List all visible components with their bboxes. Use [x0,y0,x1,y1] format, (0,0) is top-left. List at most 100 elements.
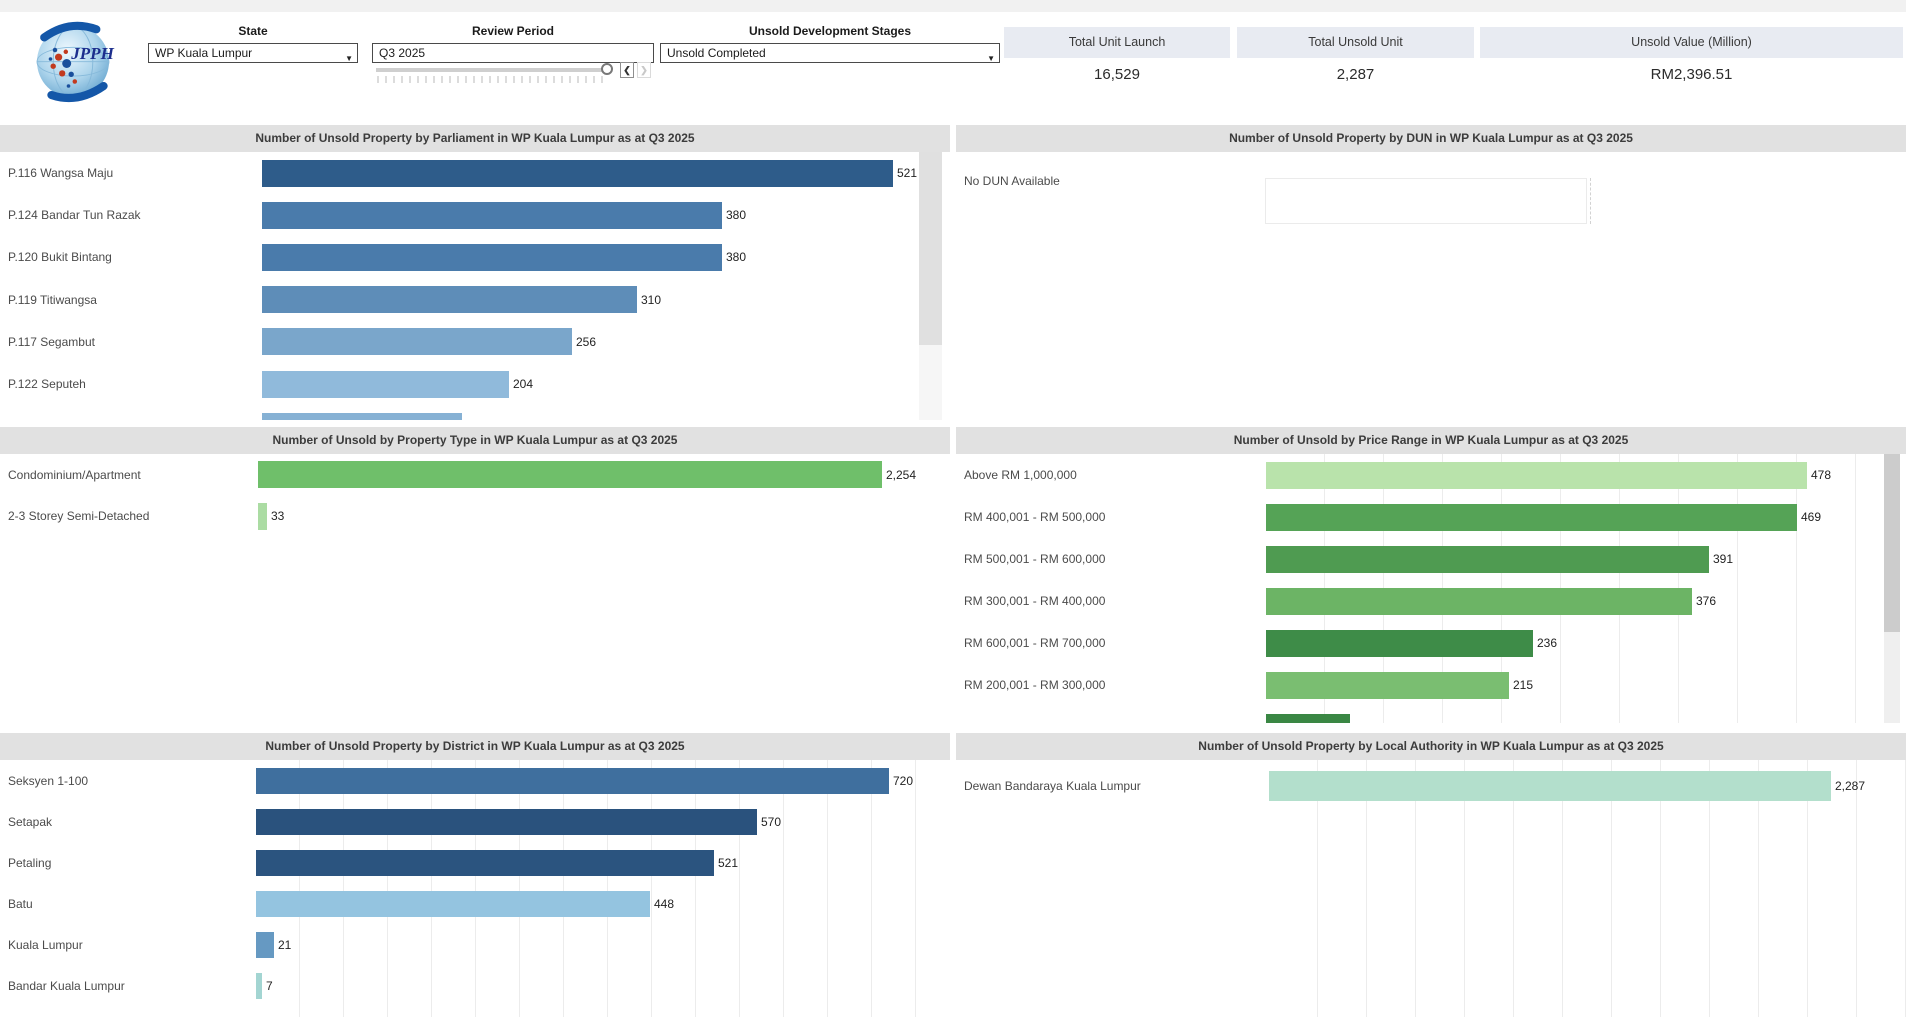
price-bar[interactable] [1266,671,1509,699]
property-bar[interactable] [258,461,882,489]
parliament-category-label: P.122 Seputeh [8,377,86,392]
state-filter-label: State [238,24,268,38]
district-bar[interactable] [256,767,889,794]
district-category-label: Petaling [8,855,52,870]
district-category-label: Kuala Lumpur [8,937,83,952]
parliament-bar[interactable] [262,201,722,229]
district-row: Setapak 570 [0,801,950,842]
kpi-total-unit-launch-value: 16,529 [1094,66,1140,83]
property-bar[interactable] [258,502,267,530]
dun-row: No DUN Available [956,152,1906,210]
kpi-total-unit-launch-label: Total Unit Launch [1004,27,1230,58]
parliament-row: P.116 Wangsa Maju 521 [0,152,950,194]
parliament-plot-area: 204 [262,363,950,405]
district-category-label: Setapak [8,814,53,829]
parliament-bar[interactable] [262,328,572,356]
price-range-scrollbar-thumb[interactable] [1884,454,1900,632]
district-bar[interactable] [256,931,274,958]
district-bar[interactable] [256,808,757,835]
parliament-row [0,405,950,420]
district-row: Seksyen 1-100 720 [0,760,950,801]
parliament-row: P.122 Seputeh 204 [0,363,950,405]
review-period-slider-handle[interactable] [601,63,613,75]
kpi-unsold-value-label: Unsold Value (Million) [1480,27,1903,58]
price-bar[interactable] [1266,461,1807,489]
district-bar[interactable] [256,849,714,876]
review-period-slider-track[interactable] [376,68,606,72]
parliament-value-label: 380 [726,250,747,265]
parliament-category-label: P.124 Bandar Tun Razak [8,208,141,223]
dun-grid-divider [1590,178,1591,224]
property-type-chart-title: Number of Unsold by Property Type in WP … [0,427,950,454]
price-bar[interactable] [1266,629,1533,657]
parliament-scrollbar-thumb[interactable] [919,152,942,345]
price-category-label: Above RM 1,000,000 [964,468,1077,482]
parliament-bar[interactable] [262,159,893,187]
price-bar[interactable] [1266,587,1692,615]
parliament-plot-area: 380 [262,194,950,236]
district-plot-area: 21 [256,924,950,965]
stages-dropdown-value: Unsold Completed [667,46,766,60]
price-category-label: RM 200,001 - RM 300,000 [964,678,1106,692]
top-strip [0,0,1906,12]
parliament-chart-title: Number of Unsold Property by Parliament … [0,125,950,152]
price-row: RM 200,001 - RM 300,000 215 [956,664,1906,706]
kpi-total-unsold-unit-value: 2,287 [1336,66,1375,83]
dun-chart-body: No DUN Available [956,152,1906,420]
review-period-input[interactable]: Q3 2025 [372,43,654,63]
price-plot-area: 478 [1266,454,1906,496]
local-row: Dewan Bandaraya Kuala Lumpur 2,287 [956,760,1906,812]
chevron-down-icon: ▼ [987,54,995,63]
price-plot-area [1266,706,1906,723]
property-plot-area: 2,254 [258,454,950,496]
parliament-category-label: P.116 Wangsa Maju [8,166,114,181]
district-bar[interactable] [256,890,650,917]
parliament-chart-panel: Number of Unsold Property by Parliament … [0,125,950,420]
parliament-row: P.124 Bandar Tun Razak 380 [0,194,950,236]
price-bar[interactable] [1266,713,1350,723]
parliament-bar[interactable] [262,412,462,420]
district-plot-area: 521 [256,842,950,883]
dun-plot-area [1264,152,1906,210]
price-category-label [956,706,1266,723]
price-category-label: RM 300,001 - RM 400,000 [964,594,1106,608]
kpi-unsold-value-value: RM2,396.51 [1650,66,1733,83]
parliament-row: P.120 Bukit Bintang 380 [0,236,950,278]
logo-dots [48,47,78,88]
district-value-label: 720 [893,773,914,788]
district-plot-area: 570 [256,801,950,842]
parliament-bar[interactable] [262,370,509,398]
price-range-scrollbar[interactable] [1884,454,1900,723]
price-category-label: RM 400,001 - RM 500,000 [964,510,1106,524]
district-category-label: Batu [8,896,33,911]
review-period-value: Q3 2025 [379,46,426,60]
district-row: Petaling 521 [0,842,950,883]
property-category-label: 2-3 Storey Semi-Detached [8,509,150,524]
district-category-label: Bandar Kuala Lumpur [8,978,125,993]
state-dropdown[interactable]: WP Kuala Lumpur ▼ [148,43,358,63]
parliament-chart-body: P.116 Wangsa Maju 521 P.124 Bandar Tun Raz… [0,152,950,420]
parliament-bar[interactable] [262,243,722,271]
slider-prev-button[interactable]: ❮ [620,62,634,78]
price-plot-area: 391 [1266,538,1906,580]
slider-next-button[interactable]: ❯ [637,62,651,78]
district-row: Bandar Kuala Lumpur 7 [0,965,950,1006]
price-range-chart-panel: Number of Unsold by Price Range in WP Ku… [956,427,1906,723]
district-row: Kuala Lumpur 21 [0,924,950,965]
stages-dropdown[interactable]: Unsold Completed ▼ [660,43,1000,63]
property-row: 2-3 Storey Semi-Detached 33 [0,496,950,538]
district-bar[interactable] [256,972,262,999]
parliament-value-label: 521 [897,166,918,181]
parliament-plot-area: 380 [262,236,950,278]
price-row: RM 300,001 - RM 400,000 376 [956,580,1906,622]
price-bar[interactable] [1266,503,1797,531]
parliament-scrollbar[interactable] [919,152,942,420]
jpph-logo: JPPH [28,14,118,104]
price-bar[interactable] [1266,545,1709,573]
price-range-chart-body: Above RM 1,000,000 478 RM 400,001 - RM 500… [956,454,1906,723]
local-authority-chart-panel: Number of Unsold Property by Local Autho… [956,733,1906,1017]
parliament-bar[interactable] [262,286,637,314]
local-bar[interactable] [1269,771,1831,801]
parliament-category-label: P.120 Bukit Bintang [8,250,112,265]
